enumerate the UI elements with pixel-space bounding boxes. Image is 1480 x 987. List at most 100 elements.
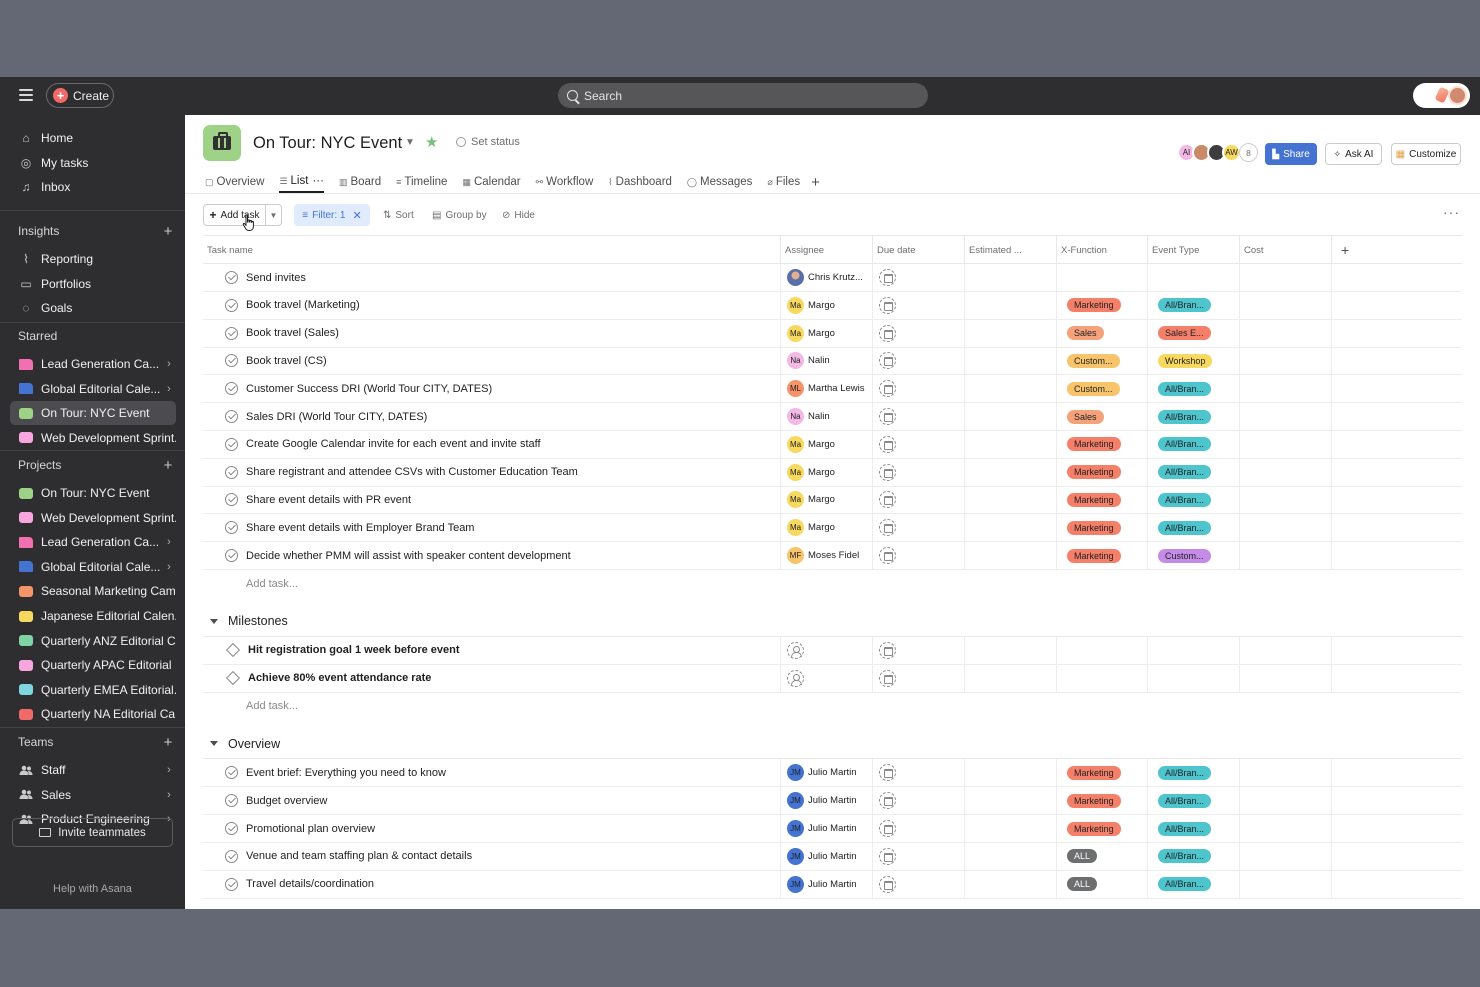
due-date-cell[interactable] xyxy=(872,430,964,458)
event-type-badge[interactable]: All/Bran... xyxy=(1158,437,1212,452)
due-date-cell[interactable] xyxy=(872,870,964,898)
due-date-cell[interactable] xyxy=(872,815,964,842)
x-function-badge[interactable]: ALL xyxy=(1067,877,1098,892)
sidebar-item[interactable]: Web Development Sprint... xyxy=(10,506,176,530)
calendar-icon[interactable] xyxy=(879,519,896,537)
task-name[interactable]: Create Google Calendar invite for each e… xyxy=(246,438,541,451)
check-circle-icon[interactable] xyxy=(225,794,238,808)
task-name-cell[interactable]: Travel details/coordination xyxy=(203,871,780,898)
task-name[interactable]: Sales DRI (World Tour CITY, DATES) xyxy=(246,410,428,423)
event-type-badge[interactable]: Workshop xyxy=(1158,353,1213,368)
calendar-icon[interactable] xyxy=(879,764,896,782)
due-date-cell[interactable] xyxy=(872,375,964,403)
member-avatars[interactable]: AI AW 8 xyxy=(1177,143,1258,162)
calendar-icon[interactable] xyxy=(879,491,896,509)
column-header[interactable]: Event Type xyxy=(1147,236,1239,264)
add-assignee-icon[interactable] xyxy=(787,669,804,687)
sidebar-item[interactable]: Japanese Editorial Calen... xyxy=(10,604,176,628)
sidebar-item[interactable]: ♫ Inbox xyxy=(10,175,176,199)
event-type-badge[interactable]: All/Bran... xyxy=(1158,465,1212,480)
sidebar-item[interactable]: ▭ Portfolios xyxy=(10,272,176,296)
table-row[interactable]: Decide whether PMM will assist with spea… xyxy=(203,542,1462,570)
tab-overview[interactable]: ▢ Overview xyxy=(205,171,264,193)
assignee-cell[interactable]: Ma Margo xyxy=(780,458,872,486)
x-function-badge[interactable]: Custom... xyxy=(1067,381,1120,396)
task-name[interactable]: Customer Success DRI (World Tour CITY, D… xyxy=(246,382,493,395)
calendar-icon[interactable] xyxy=(879,463,896,481)
help-link[interactable]: Help with Asana xyxy=(53,883,132,895)
task-name-cell[interactable]: Share event details with Employer Brand … xyxy=(203,514,780,541)
collapse-triangle-icon[interactable] xyxy=(210,741,218,747)
event-type-badge[interactable]: All/Bran... xyxy=(1158,409,1212,424)
task-name[interactable]: Achieve 80% event attendance rate xyxy=(248,672,432,685)
table-row[interactable]: Share registrant and attendee CSVs with … xyxy=(203,458,1462,487)
table-row[interactable]: Customer Success DRI (World Tour CITY, D… xyxy=(203,375,1462,404)
x-function-badge[interactable]: Sales xyxy=(1067,326,1104,341)
x-function-badge[interactable]: Marketing xyxy=(1067,520,1121,535)
tab-list[interactable]: ☰ List ··· xyxy=(279,171,324,193)
column-header[interactable]: X-Function xyxy=(1056,236,1147,264)
assignee-cell[interactable]: JM Julio Martin xyxy=(780,842,872,870)
x-function-badge[interactable]: Marketing xyxy=(1067,821,1121,836)
more-options-icon[interactable]: ··· xyxy=(1443,204,1460,220)
x-function-badge[interactable]: Marketing xyxy=(1067,793,1121,808)
add-task-link[interactable]: Add task... xyxy=(246,700,298,713)
assignee-cell[interactable]: Ma Margo xyxy=(780,319,872,347)
table-row[interactable]: Book travel (Marketing) Ma Margo Marketing A… xyxy=(203,291,1462,320)
task-name-cell[interactable]: Share event details with PR event xyxy=(203,486,780,513)
check-circle-icon[interactable] xyxy=(225,849,238,863)
check-circle-icon[interactable] xyxy=(225,822,238,835)
task-name[interactable]: Book travel (Marketing) xyxy=(246,299,360,312)
add-assignee-icon[interactable] xyxy=(787,641,804,659)
add-task-link[interactable]: Add task... xyxy=(246,577,298,590)
x-function-badge[interactable]: ALL xyxy=(1067,849,1098,864)
member-avatar[interactable]: AI xyxy=(1177,143,1196,162)
due-date-cell[interactable] xyxy=(872,291,964,319)
plus-icon[interactable]: + xyxy=(163,733,173,751)
hide-button[interactable]: ⊘ Hide xyxy=(502,209,535,221)
check-circle-icon[interactable] xyxy=(225,549,238,562)
task-name-cell[interactable]: Book travel (Marketing) xyxy=(203,292,780,319)
check-circle-icon[interactable] xyxy=(225,410,238,423)
column-header[interactable]: Assignee xyxy=(780,236,872,264)
plus-icon[interactable]: + xyxy=(163,222,173,240)
task-name[interactable]: Share event details with Employer Brand … xyxy=(246,521,475,534)
add-task-button[interactable]: + Add task xyxy=(203,204,266,226)
due-date-cell[interactable] xyxy=(872,403,964,430)
task-name-cell[interactable]: Hit registration goal 1 week before even… xyxy=(203,637,780,664)
calendar-icon[interactable] xyxy=(879,352,896,370)
task-name[interactable]: Send invites xyxy=(246,271,306,284)
calendar-icon[interactable] xyxy=(879,435,896,453)
assignee-cell[interactable]: Chris Krutz... xyxy=(780,264,872,291)
section-title[interactable]: Overview xyxy=(228,736,281,751)
task-name-cell[interactable]: Budget overview xyxy=(203,787,780,814)
calendar-icon[interactable] xyxy=(879,820,896,837)
x-function-badge[interactable]: Marketing xyxy=(1067,548,1121,563)
calendar-icon[interactable] xyxy=(879,641,896,659)
tab-messages[interactable]: ◯ Messages xyxy=(687,171,753,193)
check-circle-icon[interactable] xyxy=(225,493,238,507)
add-column-icon[interactable]: + xyxy=(1331,236,1361,264)
project-icon[interactable] xyxy=(203,125,241,161)
sidebar-item[interactable]: Staff › xyxy=(10,758,176,782)
table-row[interactable]: Travel details/coordination JM Julio Marti… xyxy=(203,870,1462,899)
task-name[interactable]: Venue and team staffing plan & contact d… xyxy=(246,850,473,863)
assignee-cell[interactable]: JM Julio Martin xyxy=(780,870,872,898)
sidebar-item[interactable]: ⌇ Reporting xyxy=(10,247,176,271)
close-icon[interactable]: ✕ xyxy=(352,209,362,222)
chevron-right-icon[interactable]: › xyxy=(167,536,171,549)
task-name[interactable]: Share registrant and attendee CSVs with … xyxy=(246,466,578,479)
event-type-badge[interactable]: All/Bran... xyxy=(1158,821,1212,836)
star-icon[interactable]: ★ xyxy=(425,134,439,151)
sidebar-item[interactable]: Lead Generation Ca... › xyxy=(10,352,176,376)
due-date-cell[interactable] xyxy=(872,264,964,291)
check-circle-icon[interactable] xyxy=(225,465,238,479)
customize-button[interactable]: ▦ Customize xyxy=(1391,143,1461,165)
member-avatar[interactable]: AW xyxy=(1222,143,1241,162)
check-circle-icon[interactable] xyxy=(225,298,238,312)
ask-ai-button[interactable]: ✧ Ask AI xyxy=(1325,143,1382,165)
column-header[interactable]: Estimated ... xyxy=(964,236,1056,264)
table-row[interactable]: Book travel (CS) Na Nalin Custom... Workshop xyxy=(203,347,1462,376)
due-date-cell[interactable] xyxy=(872,458,964,486)
tab-board[interactable]: ▥ Board xyxy=(339,171,381,193)
